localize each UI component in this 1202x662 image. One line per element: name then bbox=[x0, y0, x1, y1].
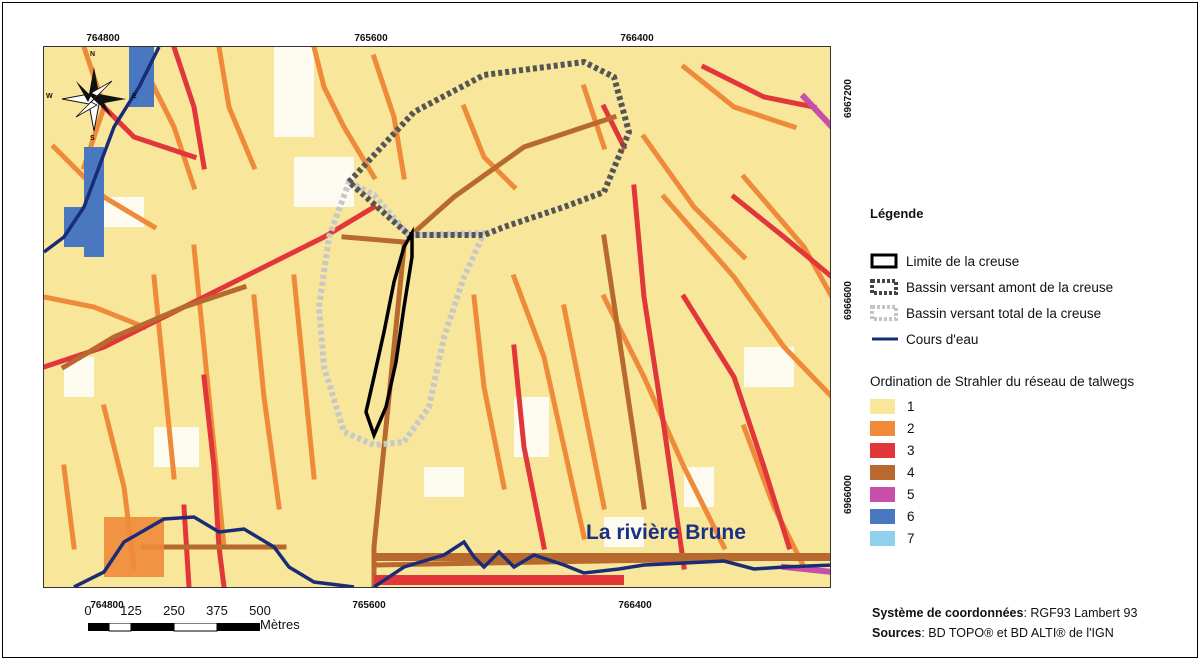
legend-label-total-basin: Bassin versant total de la creuse bbox=[906, 306, 1101, 321]
strahler-title: Ordination de Strahler du réseau de talw… bbox=[870, 374, 1134, 389]
legend-title: Légende bbox=[870, 206, 923, 221]
strahler-label-2: 2 bbox=[907, 421, 915, 436]
strahler-label-6: 6 bbox=[907, 509, 915, 524]
strahler-swatch-4 bbox=[870, 465, 895, 480]
strahler-label-1: 1 bbox=[907, 399, 915, 414]
legend-label-stream: Cours d'eau bbox=[906, 332, 978, 347]
x-tick-bottom-3: 766400 bbox=[618, 600, 651, 611]
strahler-row-6: 6 bbox=[870, 507, 915, 525]
strahler-row-1: 1 bbox=[870, 397, 915, 415]
compass-n: N bbox=[90, 51, 95, 58]
strahler-row-7: 7 bbox=[870, 529, 915, 547]
river-label: La rivière Brune bbox=[586, 521, 746, 545]
upstream-basin-boundary bbox=[349, 62, 629, 235]
y-tick-2: 6966600 bbox=[843, 281, 854, 320]
strahler-swatch-5 bbox=[870, 487, 895, 502]
legend-label-creuse: Limite de la creuse bbox=[906, 254, 1019, 269]
scale-label-125: 125 bbox=[120, 603, 142, 618]
x-tick-bottom-2: 765600 bbox=[352, 600, 385, 611]
credits: Système de coordonnées: RGF93 Lambert 93… bbox=[872, 603, 1137, 643]
sources-label: Sources bbox=[872, 626, 921, 640]
legend-item-creuse: Limite de la creuse bbox=[870, 252, 1019, 270]
strahler-label-4: 4 bbox=[907, 465, 915, 480]
compass-w: W bbox=[46, 93, 53, 100]
strahler-row-2: 2 bbox=[870, 419, 915, 437]
x-tick-bottom-1: 764800 bbox=[90, 600, 123, 611]
strahler-swatch-6 bbox=[870, 509, 895, 524]
coords-value: : RGF93 Lambert 93 bbox=[1023, 606, 1137, 620]
strahler-map: N W E S bbox=[43, 46, 831, 588]
scale-label-0: 0 bbox=[84, 603, 91, 618]
scale-unit: Mètres bbox=[260, 617, 300, 632]
legend-item-total-basin: Bassin versant total de la creuse bbox=[870, 304, 1101, 322]
compass-e: E bbox=[132, 93, 137, 100]
y-tick-1: 6967200 bbox=[843, 79, 854, 118]
scale-label-250: 250 bbox=[163, 603, 185, 618]
strahler-label-3: 3 bbox=[907, 443, 915, 458]
strahler-swatch-7 bbox=[870, 531, 895, 546]
legend-label-upstream-basin: Bassin versant amont de la creuse bbox=[906, 280, 1113, 295]
y-tick-3: 6966000 bbox=[843, 475, 854, 514]
upstream-basin-symbol bbox=[870, 279, 902, 295]
credits-sources: Sources: BD TOPO® et BD ALTI® de l'IGN bbox=[872, 623, 1137, 643]
compass-s: S bbox=[90, 135, 95, 142]
strahler-swatch-1 bbox=[870, 399, 895, 414]
strahler-swatch-2 bbox=[870, 421, 895, 436]
strahler-label-7: 7 bbox=[907, 531, 915, 546]
strahler-row-3: 3 bbox=[870, 441, 915, 459]
river-band-red bbox=[374, 575, 624, 585]
coords-label: Système de coordonnées bbox=[872, 606, 1023, 620]
scale-label-500: 500 bbox=[249, 603, 271, 618]
total-basin-symbol bbox=[870, 305, 902, 321]
map-canvas bbox=[44, 47, 831, 588]
creuse-limit-symbol bbox=[870, 253, 902, 269]
stream-symbol bbox=[870, 331, 902, 347]
strahler-row-5: 5 bbox=[870, 485, 915, 503]
strahler-row-4: 4 bbox=[870, 463, 915, 481]
legend-item-upstream-basin: Bassin versant amont de la creuse bbox=[870, 278, 1113, 296]
credits-coords: Système de coordonnées: RGF93 Lambert 93 bbox=[872, 603, 1137, 623]
sources-value: : BD TOPO® et BD ALTI® de l'IGN bbox=[921, 626, 1113, 640]
x-tick-top-3: 766400 bbox=[620, 33, 653, 44]
x-tick-top-2: 765600 bbox=[354, 33, 387, 44]
scale-graphic bbox=[88, 623, 263, 633]
scale-label-375: 375 bbox=[206, 603, 228, 618]
strahler-label-5: 5 bbox=[907, 487, 915, 502]
x-tick-top-1: 764800 bbox=[86, 33, 119, 44]
strahler-swatch-3 bbox=[870, 443, 895, 458]
legend-item-stream: Cours d'eau bbox=[870, 330, 978, 348]
